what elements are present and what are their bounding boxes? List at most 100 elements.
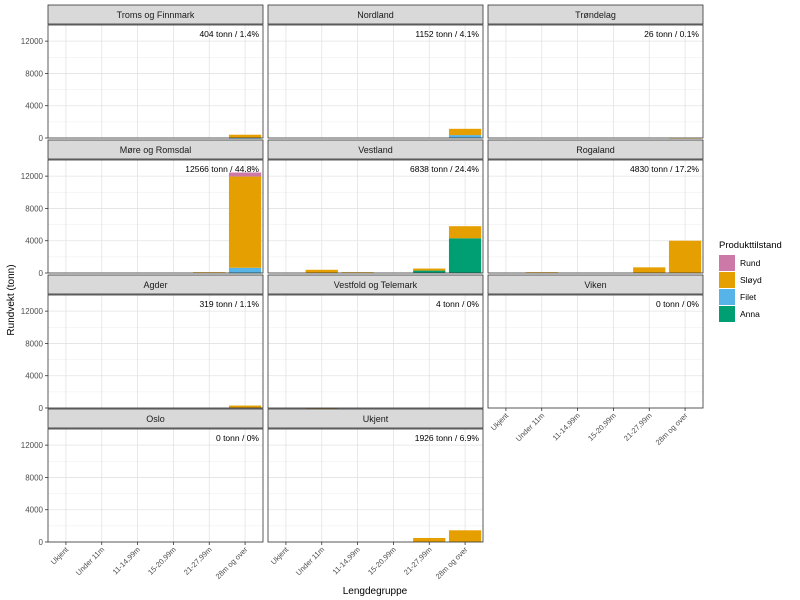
x-tick-label: 21-27,99m: [622, 411, 654, 443]
y-tick-label: 12000: [21, 441, 44, 450]
panel-annotation: 319 tonn / 1.1%: [199, 299, 259, 309]
x-tick-label: 21-27,99m: [402, 545, 434, 577]
y-tick-label: 4000: [25, 506, 43, 515]
panel-border: [267, 24, 484, 139]
y-tick-label: 12000: [21, 307, 44, 316]
panel-border: [47, 159, 264, 274]
plot-background: [268, 429, 483, 542]
y-tick-label: 0: [39, 404, 44, 413]
y-tick-label: 12000: [21, 172, 44, 181]
y-tick-label: 8000: [25, 69, 43, 78]
x-tick-label: 11-14,99m: [551, 411, 582, 442]
facet-title: Ukjent: [363, 414, 389, 424]
bar-segment: [228, 176, 262, 268]
facet-panels: Troms og Finnmark 404 tonn / 1.4% 0 4000 800…: [21, 4, 704, 581]
x-tick-label: 15-20,99m: [146, 545, 178, 577]
panel-annotation: 1926 tonn / 6.9%: [415, 433, 480, 443]
facet-title: Nordland: [357, 10, 394, 20]
bar-segment: [341, 272, 374, 273]
panel-annotation: 0 tonn / 0%: [656, 299, 699, 309]
panel-border: [487, 294, 704, 409]
facet-title: Rogaland: [576, 145, 615, 155]
x-tick-label: Under 11m: [74, 545, 106, 577]
facet-title: Troms og Finnmark: [117, 10, 195, 20]
panel-border: [267, 159, 484, 274]
plot-background: [268, 295, 483, 408]
facet-strip: [487, 139, 704, 160]
panel-annotation: 404 tonn / 1.4%: [199, 29, 259, 39]
facet-strip: [47, 139, 264, 160]
facet-panel: Møre og Romsdal 12566 tonn / 44.8% 0 4000 80…: [21, 139, 264, 278]
bar-segment: [448, 238, 482, 273]
plot-background: [48, 160, 263, 273]
plot-background: [48, 295, 263, 408]
y-axis-title: Rundvekt (tonn): [6, 264, 17, 335]
y-tick-label: 4000: [25, 372, 43, 381]
bar-segment: [413, 537, 446, 542]
panel-annotation: 4830 tonn / 17.2%: [630, 164, 699, 174]
plot-background: [48, 25, 263, 138]
x-tick-label: 28m og over: [214, 545, 250, 581]
legend-key: [719, 255, 735, 271]
panel-annotation: 26 tonn / 0.1%: [644, 29, 699, 39]
y-tick-label: 0: [39, 269, 44, 278]
panel-annotation: 4 tonn / 0%: [436, 299, 479, 309]
facet-panel: Vestfold og Telemark 4 tonn / 0%: [267, 274, 484, 409]
facet-panel: Agder 319 tonn / 1.1% 0 4000 8000 12000: [21, 274, 264, 413]
plot-background: [268, 25, 483, 138]
facet-strip: [267, 139, 484, 160]
panel-border: [487, 24, 704, 139]
bar-segment: [448, 135, 482, 138]
facet-strip: [267, 274, 484, 295]
y-tick-label: 12000: [21, 37, 44, 46]
facet-panel: Viken 0 tonn / 0% Ukjent Under 11m 11-14,99m…: [487, 274, 704, 447]
legend-key: [719, 272, 735, 288]
legend-key: [719, 306, 735, 322]
panel-annotation: 1152 tonn / 4.1%: [415, 29, 479, 39]
legend-key: [719, 289, 735, 305]
y-tick-label: 8000: [25, 339, 43, 348]
facet-title: Vestfold og Telemark: [334, 280, 418, 290]
y-tick-label: 8000: [25, 473, 43, 482]
facet-panel: Nordland 1152 tonn / 4.1%: [267, 4, 484, 139]
bar-segment: [413, 270, 446, 273]
bar-segment: [525, 272, 558, 273]
facet-strip: [47, 4, 264, 25]
facet-panel: Oslo 0 tonn / 0% 0 4000 8000 12000 Ukjent Under…: [21, 408, 264, 581]
y-tick-label: 4000: [25, 102, 43, 111]
x-tick-label: 11-14,99m: [111, 545, 142, 576]
y-tick-label: 0: [39, 134, 44, 143]
bar-segment: [413, 268, 446, 271]
panel-border: [47, 428, 264, 543]
x-axis-title: Lengdegruppe: [343, 586, 408, 597]
facet-title: Vestland: [358, 145, 393, 155]
facet-title: Møre og Romsdal: [120, 145, 192, 155]
x-tick-label: 15-20,99m: [366, 545, 398, 577]
facet-strip: [487, 4, 704, 25]
legend-label: Rund: [740, 258, 761, 268]
facet-strip: [267, 4, 484, 25]
legend-label: Anna: [740, 309, 760, 319]
x-tick-label: Ukjent: [269, 544, 291, 566]
legend-label: Filet: [740, 292, 757, 302]
bar-segment: [193, 272, 226, 273]
legend-label: Sløyd: [740, 275, 762, 285]
facet-strip: [487, 274, 704, 295]
x-tick-label: 21-27,99m: [182, 545, 214, 577]
plot-background: [268, 160, 483, 273]
plot-background: [48, 429, 263, 542]
bar-segment: [228, 267, 262, 273]
facet-panel: Trøndelag 26 tonn / 0.1%: [487, 4, 704, 139]
panel-border: [47, 24, 264, 139]
facet-strip: [47, 408, 264, 429]
facet-strip: [47, 274, 264, 295]
bar-segment: [633, 267, 666, 273]
panel-border: [47, 294, 264, 409]
legend-title: Produkttilstand: [719, 240, 782, 251]
x-tick-label: 28m og over: [654, 411, 690, 447]
x-tick-label: Under 11m: [514, 411, 546, 443]
x-tick-label: Ukjent: [49, 544, 71, 566]
bar-segment: [448, 128, 482, 136]
y-tick-label: 4000: [25, 237, 43, 246]
plot-background: [488, 25, 703, 138]
